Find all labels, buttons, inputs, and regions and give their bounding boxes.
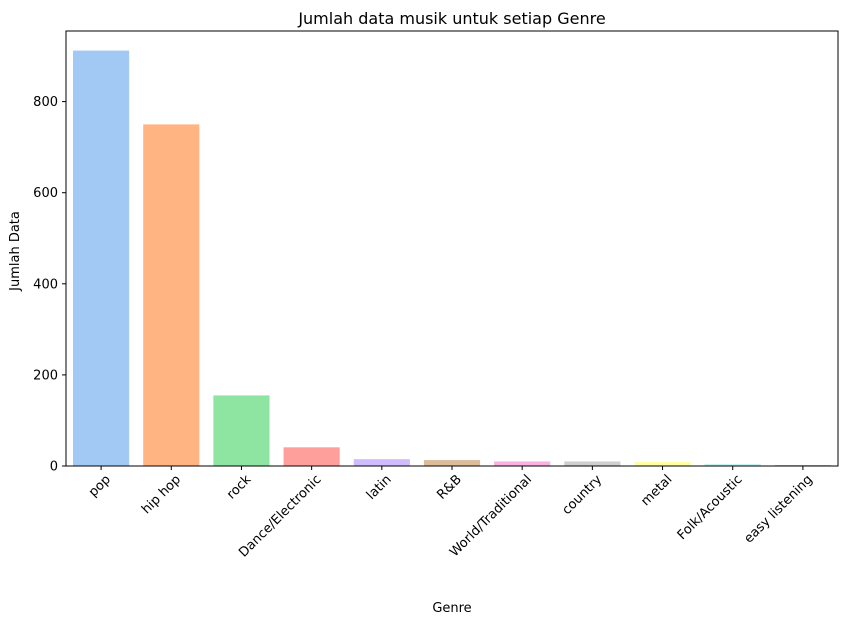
y-axis-label: Jumlah Data: [8, 211, 23, 292]
x-axis-label: Genre: [432, 601, 471, 616]
x-tick-label: easy listening: [741, 472, 815, 546]
x-tick-label: metal: [638, 472, 675, 509]
y-tick-label: 600: [33, 186, 58, 201]
bar-latin: [354, 459, 410, 466]
y-tick-label: 0: [50, 460, 58, 475]
bar-world-traditional: [494, 461, 550, 466]
x-tick-label: pop: [86, 472, 114, 500]
x-tick-label: latin: [364, 472, 395, 503]
x-tick-label: rock: [224, 472, 255, 503]
x-tick-label: Folk/Acoustic: [675, 472, 746, 543]
x-tick-label: R&B: [434, 472, 464, 502]
x-tick-label: country: [559, 472, 605, 518]
y-tick-label: 800: [33, 95, 58, 110]
bar-dance-electronic: [284, 447, 340, 466]
y-tick-label: 400: [33, 277, 58, 292]
bar-metal: [634, 462, 690, 466]
bar-hip-hop: [143, 124, 199, 466]
x-tick-label: hip hop: [139, 472, 184, 517]
bar-pop: [73, 51, 129, 466]
chart-title: Jumlah data musik untuk setiap Genre: [297, 9, 605, 28]
bar-country: [564, 461, 620, 466]
y-tick-label: 200: [33, 368, 58, 383]
bar-rock: [213, 395, 269, 466]
bar-r-b: [424, 460, 480, 466]
bars-group: [73, 51, 831, 466]
